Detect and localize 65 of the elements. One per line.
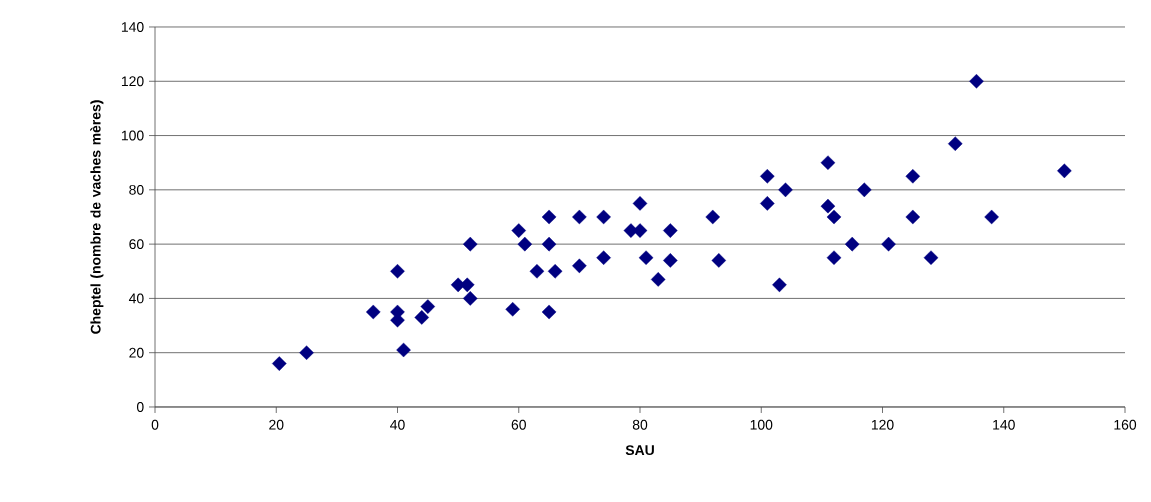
point bbox=[844, 236, 860, 252]
y-tick-label: 40 bbox=[128, 293, 144, 304]
point bbox=[1057, 163, 1072, 179]
point bbox=[572, 209, 587, 225]
x-tick-label: 60 bbox=[511, 419, 526, 430]
y-tick-label: 60 bbox=[129, 239, 144, 250]
x-axis-title: SAU bbox=[625, 445, 654, 456]
y-tick-label: 0 bbox=[136, 402, 144, 412]
point bbox=[299, 345, 314, 360]
x-tick-label: 140 bbox=[993, 419, 1015, 430]
point bbox=[923, 250, 939, 265]
point bbox=[772, 277, 787, 293]
point bbox=[711, 253, 727, 268]
point bbox=[826, 250, 842, 265]
x-tick-label: 80 bbox=[632, 419, 648, 430]
point bbox=[396, 342, 411, 358]
point bbox=[650, 272, 666, 287]
point bbox=[596, 209, 611, 225]
point bbox=[760, 196, 775, 211]
y-tick-label: 20 bbox=[129, 347, 144, 358]
point bbox=[826, 209, 842, 225]
x-tick-label: 100 bbox=[750, 419, 773, 430]
point bbox=[529, 264, 545, 279]
point bbox=[462, 291, 478, 306]
x-tick-label: 20 bbox=[269, 419, 284, 430]
point bbox=[572, 258, 587, 274]
point bbox=[905, 169, 921, 184]
y-tick-label: 80 bbox=[129, 184, 144, 195]
point bbox=[272, 356, 287, 371]
point bbox=[947, 136, 963, 151]
point bbox=[663, 253, 678, 268]
point bbox=[663, 223, 678, 238]
x-tick-label: 0 bbox=[151, 419, 159, 430]
point bbox=[857, 182, 872, 198]
point bbox=[541, 209, 557, 225]
point bbox=[778, 182, 793, 198]
y-tick-label: 120 bbox=[121, 76, 144, 87]
point bbox=[705, 209, 721, 225]
point bbox=[365, 304, 381, 320]
point bbox=[541, 236, 557, 252]
point bbox=[414, 310, 430, 325]
point bbox=[541, 304, 557, 320]
x-tick-label: 120 bbox=[871, 419, 894, 430]
point bbox=[984, 209, 999, 225]
point bbox=[390, 264, 405, 279]
point bbox=[462, 236, 478, 252]
point bbox=[969, 74, 984, 89]
point bbox=[547, 264, 563, 279]
point bbox=[820, 198, 836, 214]
point bbox=[632, 196, 648, 211]
point bbox=[420, 299, 436, 314]
y-axis-title: Cheptel (nombre de vaches mères) bbox=[90, 100, 104, 334]
point bbox=[881, 236, 896, 252]
y-tick-label: 140 bbox=[121, 22, 144, 32]
point bbox=[596, 250, 611, 265]
point bbox=[905, 209, 921, 225]
y-tick-label: 100 bbox=[121, 130, 144, 141]
point bbox=[505, 302, 520, 317]
point bbox=[638, 250, 654, 265]
point bbox=[511, 223, 527, 238]
x-tick-label: 40 bbox=[390, 419, 405, 430]
point bbox=[517, 236, 533, 252]
point bbox=[820, 155, 836, 170]
point bbox=[760, 169, 775, 184]
x-tick-label: 160 bbox=[1114, 419, 1137, 430]
